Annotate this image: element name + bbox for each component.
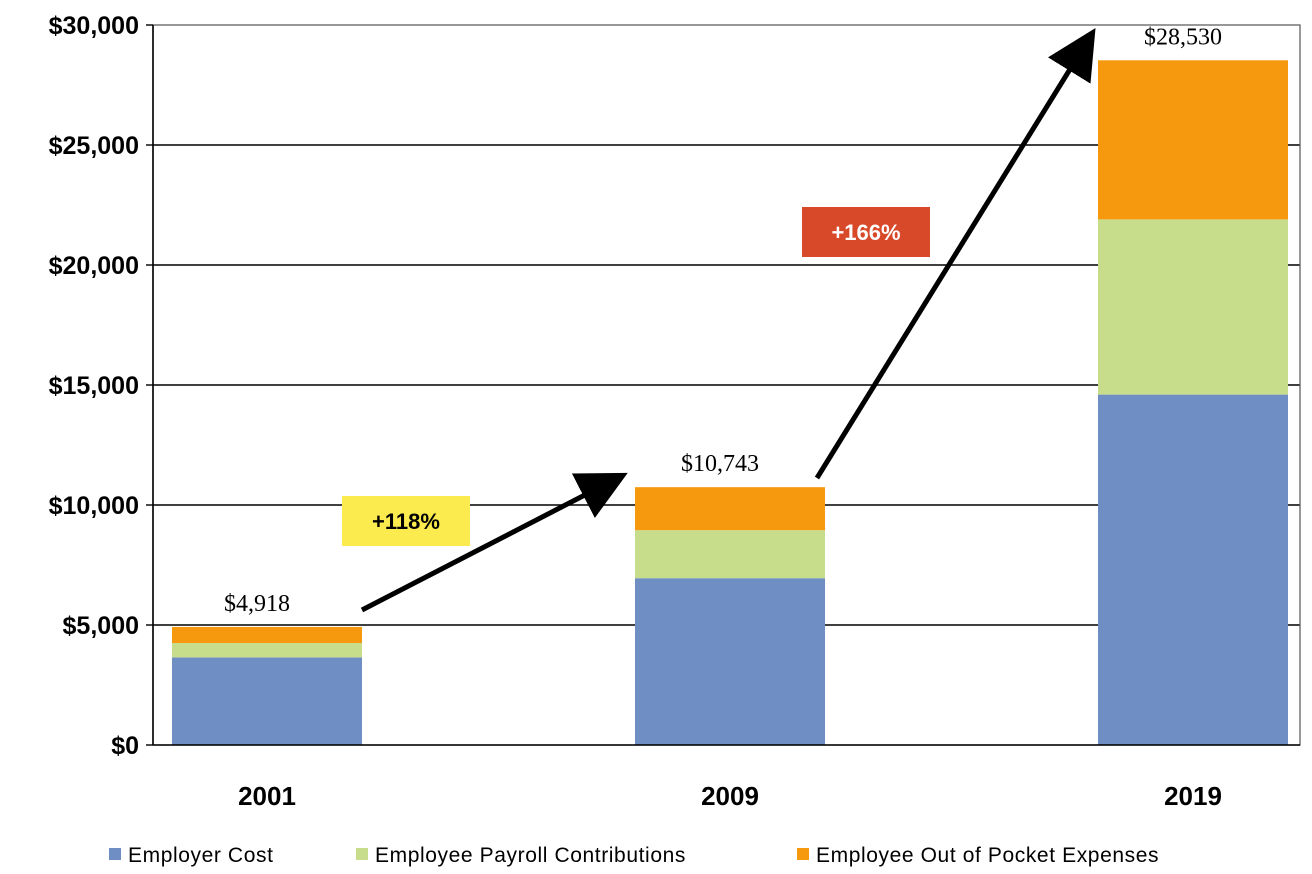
y-tick-label: $30,000 <box>49 12 139 40</box>
total-data-label: $28,530 <box>1144 24 1222 50</box>
growth-callout-label: +166% <box>831 220 900 245</box>
total-data-label: $10,743 <box>681 451 759 477</box>
bar-segment <box>635 578 825 745</box>
bar-segment <box>172 626 362 643</box>
axes: $0 $5,000 $10,000 $15,000 $20,000 $25,000 $30,… <box>49 12 1301 760</box>
y-tick-label: $15,000 <box>49 372 139 400</box>
bar-segment <box>1098 219 1288 395</box>
growth-callout-label: +118% <box>372 509 440 534</box>
legend-swatch <box>797 848 809 860</box>
legend: Employer Cost Employee Payroll Contributi… <box>109 844 1159 867</box>
legend-label: Employee Out of Pocket Expenses <box>816 844 1159 867</box>
bar-segment <box>1098 60 1288 220</box>
legend-swatch <box>356 848 368 860</box>
total-data-label: $4,918 <box>224 591 290 617</box>
bar-segment <box>635 487 825 531</box>
legend-label: Employer Cost <box>128 844 274 867</box>
bar-segment <box>635 530 825 579</box>
y-tick-label: $10,000 <box>49 492 139 520</box>
growth-callout-box <box>342 496 470 546</box>
bars <box>172 60 1288 745</box>
y-tick-label: $25,000 <box>49 132 139 160</box>
bar-segment <box>172 643 362 658</box>
trend-arrow <box>814 27 1096 480</box>
growth-callout-box <box>802 207 930 257</box>
x-tick-label: 2009 <box>701 781 759 811</box>
annotations: +118% +166% <box>342 27 1096 613</box>
y-tick-label: $0 <box>111 732 139 760</box>
y-tick-label: $5,000 <box>63 612 139 640</box>
x-tick-label: 2019 <box>1164 781 1222 811</box>
labels: 2001 $4,918 2009 $10,743 2019 $28,530 <box>224 24 1222 811</box>
legend-label: Employee Payroll Contributions <box>375 844 686 867</box>
y-tick-label: $20,000 <box>49 252 139 280</box>
bar-segment <box>172 657 362 745</box>
legend-swatch <box>109 848 121 860</box>
trend-arrow <box>360 472 628 613</box>
x-tick-label: 2001 <box>238 781 296 811</box>
bar-segment <box>1098 394 1288 745</box>
